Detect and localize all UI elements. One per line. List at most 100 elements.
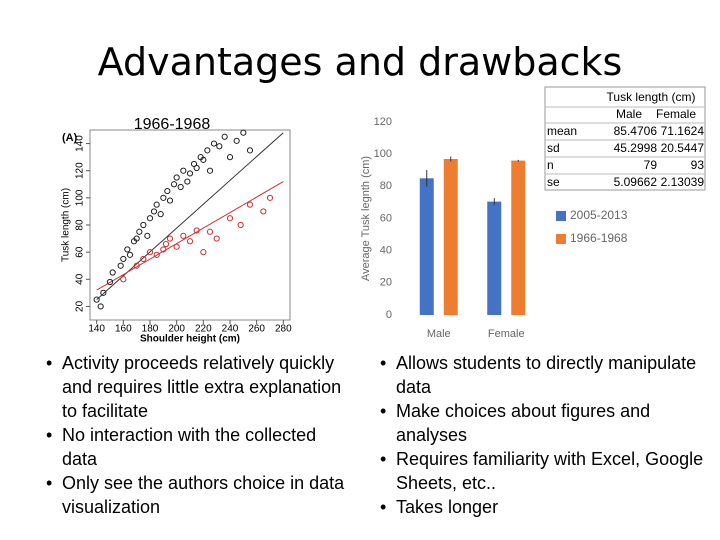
point <box>237 221 244 229</box>
point <box>180 167 187 174</box>
point <box>266 194 274 201</box>
point <box>221 133 228 140</box>
table-column: Female <box>656 107 696 121</box>
table-column: Male <box>616 107 642 121</box>
y-tick-label: 100 <box>75 189 86 206</box>
point <box>170 181 178 188</box>
point <box>153 201 160 208</box>
table-cell: n <box>547 158 554 172</box>
table-cell: 5.09662 <box>614 175 658 189</box>
table-cell: 45.2998 <box>614 141 658 155</box>
point <box>206 167 214 174</box>
point <box>193 227 200 234</box>
point <box>120 276 127 283</box>
y-tick-label: 140 <box>75 135 86 152</box>
point <box>109 269 116 276</box>
legend-label: 1966-1968 <box>570 231 628 245</box>
x-tick-label: 240 <box>222 324 239 335</box>
x-axis-label: Shoulder height (cm) <box>140 334 240 345</box>
point <box>97 303 104 310</box>
slide-title: Advantages and drawbacks <box>97 40 623 84</box>
point <box>226 154 234 161</box>
x-tick-label: 160 <box>115 324 132 335</box>
bullet: Takes longer <box>380 495 706 519</box>
point <box>246 201 254 208</box>
table-cell: 93 <box>691 158 705 172</box>
point <box>160 246 167 253</box>
point <box>106 278 114 286</box>
left-bullets: Activity proceeds relatively quickly and… <box>42 351 352 519</box>
bullet: Activity proceeds relatively quickly and… <box>46 351 352 423</box>
bullet: Requires familiarity with Excel, Google … <box>380 447 706 495</box>
point <box>136 228 143 235</box>
y-tick-label: 60 <box>75 246 86 258</box>
point <box>213 235 220 242</box>
x-tick-label: 200 <box>168 324 185 335</box>
table-cell: sd <box>547 141 560 155</box>
bullet: No interaction with the collected data <box>46 423 352 471</box>
x-tick-label: 180 <box>142 324 159 335</box>
table-cell: mean <box>547 124 577 138</box>
point <box>140 221 147 229</box>
plot-frame <box>89 129 291 321</box>
y-tick-label: 120 <box>374 116 392 128</box>
x-tick-label: 260 <box>248 324 265 335</box>
table-header: Tusk length (cm) <box>607 90 696 104</box>
table-cell: 79 <box>644 158 658 172</box>
bar <box>487 201 502 315</box>
point <box>193 164 200 172</box>
x-tick-label: 280 <box>275 324 292 335</box>
point <box>162 240 170 248</box>
point <box>216 143 223 150</box>
point <box>133 262 140 269</box>
point <box>120 255 127 263</box>
point <box>93 296 100 303</box>
point <box>177 183 184 191</box>
point <box>186 170 194 177</box>
point <box>140 255 147 263</box>
y-tick-label: 20 <box>380 277 392 289</box>
point <box>166 235 174 242</box>
point <box>146 215 154 222</box>
point <box>173 174 180 181</box>
table-cell: 85.4706 <box>614 124 658 138</box>
x-tick-label: Female <box>488 328 525 340</box>
table-border <box>544 86 706 191</box>
y-tick-label: 40 <box>75 273 86 285</box>
fit-line <box>96 132 284 300</box>
chart-title: 1966-1968 <box>134 116 211 133</box>
panel-label: (A) <box>62 132 78 144</box>
fit-line <box>96 181 284 291</box>
point <box>157 211 164 218</box>
point <box>204 147 211 154</box>
point <box>133 235 140 242</box>
y-tick-label: 40 <box>380 245 392 257</box>
y-tick-label: 20 <box>75 300 86 312</box>
point <box>184 178 191 185</box>
point <box>210 140 218 147</box>
table-cell: 71.1624 <box>661 124 705 138</box>
point <box>240 129 247 136</box>
point <box>166 197 174 204</box>
bar <box>419 178 434 315</box>
point <box>233 137 240 144</box>
y-tick-label: 120 <box>75 162 86 179</box>
point <box>124 246 131 253</box>
bullet: Only see the authors choice in data visu… <box>46 471 352 519</box>
point <box>160 194 167 201</box>
y-axis-label: Average Tusk legnth (cm) <box>360 156 372 281</box>
table-cell: se <box>547 175 560 189</box>
table-cell: 20.5447 <box>661 141 705 155</box>
y-tick-label: 0 <box>386 309 392 321</box>
point <box>200 156 207 163</box>
y-axis-label: Tusk length (cm) <box>61 188 72 262</box>
point <box>164 187 171 195</box>
point <box>100 289 107 296</box>
bullet: Allows students to directly manipulate d… <box>380 351 706 399</box>
legend-label: 2005-2013 <box>570 208 628 222</box>
y-tick-label: 60 <box>380 212 392 224</box>
y-tick-label: 80 <box>75 219 86 231</box>
y-tick-label: 100 <box>374 148 392 160</box>
bullet: Make choices about figures and analyses <box>380 399 706 447</box>
point <box>150 208 158 215</box>
